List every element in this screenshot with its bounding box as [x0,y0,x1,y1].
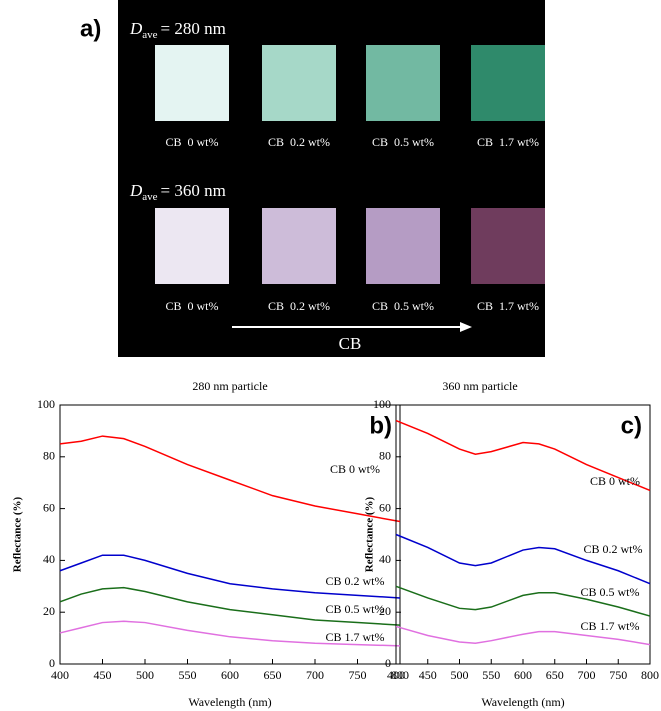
x-tick-label: 400 [51,668,69,682]
panel-label: a) [80,15,101,42]
x-tick-label: 650 [546,668,564,682]
x-tick-label: 500 [451,668,469,682]
y-tick-label: 60 [43,500,55,514]
y-tick-label: 60 [379,500,391,514]
x-tick-label: 600 [221,668,239,682]
series-label: CB 0 wt% [590,474,640,488]
sample-label: CB 0.5 wt% [372,135,434,149]
chart-title: 360 nm particle [442,379,517,393]
sample-square [471,208,545,284]
series-line [60,436,400,521]
sample-label: CB 1.7 wt% [477,299,539,313]
x-tick-label: 550 [179,668,197,682]
x-axis-label: Wavelength (nm) [481,695,564,709]
panel-label: b) [369,412,392,439]
y-tick-label: 0 [49,656,55,670]
sample-square [155,208,229,284]
plot-frame [60,405,400,664]
x-tick-label: 400 [387,668,405,682]
x-tick-label: 750 [349,668,367,682]
y-tick-label: 0 [385,656,391,670]
y-tick-label: 80 [43,449,55,463]
sample-label: CB 0 wt% [165,135,218,149]
x-tick-label: 600 [514,668,532,682]
sample-label: CB 0.5 wt% [372,299,434,313]
x-axis-label: Wavelength (nm) [188,695,271,709]
value: = 360 nm [161,181,226,200]
x-tick-label: 700 [578,668,596,682]
y-tick-label: 40 [379,552,391,566]
x-tick-label: 700 [306,668,324,682]
y-tick-label: 100 [373,397,391,411]
sample-square [155,45,229,121]
y-axis-label: Reflectance (%) [364,496,376,572]
series-label: CB 0.5 wt% [325,602,384,616]
symbol: D [129,181,143,200]
arrow-label: CB [339,334,362,353]
sample-label: CB 0.2 wt% [268,135,330,149]
sample-label: CB 0.2 wt% [268,299,330,313]
y-tick-label: 40 [43,552,55,566]
y-tick-label: 20 [43,604,55,618]
sample-square [366,208,440,284]
y-tick-label: 20 [379,604,391,618]
x-tick-label: 500 [136,668,154,682]
series-label: CB 1.7 wt% [580,619,639,633]
x-tick-label: 550 [482,668,500,682]
subscript: ave [142,191,157,203]
value: = 280 nm [161,19,226,38]
symbol: D [129,19,143,38]
sample-square [262,45,336,121]
figure: a) CB Dave = 280 nm CB 0 wt% CB 0.2 wt% CB 0… [0,0,661,711]
sample-square [366,45,440,121]
y-tick-label: 80 [379,449,391,463]
x-tick-label: 800 [641,668,659,682]
subscript: ave [142,29,157,41]
series-label: CB 0 wt% [330,462,380,476]
y-tick-label: 100 [37,397,55,411]
x-tick-label: 450 [94,668,112,682]
x-tick-label: 650 [264,668,282,682]
chart-title: 280 nm particle [192,379,267,393]
series-label: CB 1.7 wt% [325,630,384,644]
x-tick-label: 450 [419,668,437,682]
x-tick-label: 750 [609,668,627,682]
series-label: CB 0.2 wt% [325,574,384,588]
y-axis-label: Reflectance (%) [12,496,24,572]
series-label: CB 0.5 wt% [580,585,639,599]
panel-label: c) [621,412,642,439]
series-label: CB 0.2 wt% [583,542,642,556]
sample-label: CB 0 wt% [165,299,218,313]
sample-label: CB 1.7 wt% [477,135,539,149]
sample-square [262,208,336,284]
sample-square [471,45,545,121]
